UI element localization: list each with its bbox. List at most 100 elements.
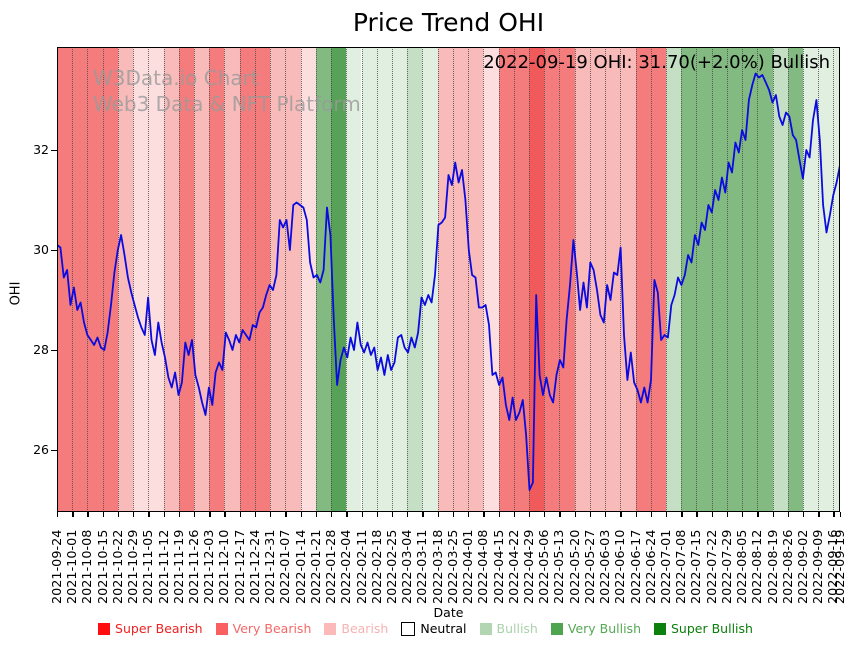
x-tick-mark (285, 512, 287, 517)
x-tick-mark (544, 512, 546, 517)
sentiment-band (87, 47, 103, 512)
x-tick-label: 2022-01-07 (278, 529, 294, 604)
x-tick-mark (315, 512, 318, 517)
watermark-line-1: W3Data.io Chart (93, 66, 259, 90)
plot-area: W3Data.io Chart Web3 Data & NFT Platform… (57, 47, 840, 512)
x-tick-mark (696, 512, 698, 517)
sentiment-band (803, 47, 819, 512)
x-tick-label: 2021-11-26 (187, 529, 203, 604)
x-tick-label: 2022-02-18 (369, 529, 385, 604)
weekly-gridline (666, 47, 667, 512)
x-tick-label: 2021-11-12 (156, 529, 172, 604)
x-tick-label: 2021-09-24 (50, 529, 65, 604)
sentiment-band (407, 47, 423, 512)
x-tick-label: 2021-11-05 (141, 529, 157, 604)
x-tick-label: 2022-08-26 (780, 529, 796, 604)
sentiment-band (102, 47, 118, 512)
sentiment-band (437, 47, 453, 512)
weekly-gridline (87, 47, 89, 512)
sentiment-band (711, 47, 727, 512)
sentiment-band (178, 47, 195, 512)
legend-swatch-icon (654, 622, 666, 635)
weekly-gridline (148, 47, 150, 512)
x-tick-mark (498, 512, 500, 517)
weekly-gridline (239, 47, 241, 512)
x-tick-mark (650, 512, 653, 517)
sentiment-band (163, 47, 179, 512)
legend-swatch-icon (401, 621, 416, 636)
x-tick-mark (437, 512, 439, 517)
x-tick-label: 2021-10-08 (80, 529, 96, 604)
weekly-gridline (513, 47, 515, 512)
x-tick-mark (833, 512, 835, 517)
sentiment-band (315, 47, 332, 512)
weekly-gridline (194, 47, 196, 512)
weekly-gridline (498, 47, 500, 512)
x-tick-mark (72, 512, 74, 517)
legend-item: Very Bearish (215, 621, 312, 636)
sentiment-legend: Super Bearish Very Bearish Bearish Neutral B… (0, 621, 851, 636)
x-tick-label: 2022-09-02 (796, 529, 812, 604)
x-tick-label: 2022-08-05 (735, 529, 751, 604)
legend-label: Very Bearish (232, 621, 312, 636)
sentiment-band (772, 47, 788, 512)
x-tick-mark (818, 512, 820, 517)
x-tick-mark (133, 512, 135, 517)
x-tick-label: 2022-02-11 (354, 529, 370, 604)
legend-swatch-icon (550, 622, 563, 635)
sentiment-band (254, 47, 271, 512)
weekly-gridline (772, 47, 774, 512)
sentiment-band (194, 47, 210, 512)
weekly-gridline (422, 47, 424, 512)
weekly-gridline (803, 47, 805, 512)
x-tick-label: 2022-04-29 (521, 529, 537, 604)
x-tick-label: 2022-04-01 (461, 529, 477, 604)
sentiment-band (757, 47, 773, 512)
weekly-gridline (757, 47, 759, 512)
x-tick-label: 2021-12-24 (247, 529, 263, 604)
weekly-gridline (452, 47, 454, 512)
weekly-gridline (72, 47, 74, 512)
legend-label: Super Bearish (115, 621, 203, 636)
legend-item: Bullish (479, 621, 538, 636)
y-tick-mark (51, 249, 57, 251)
legend-swatch-icon (324, 622, 337, 635)
sentiment-band (726, 47, 743, 512)
x-tick-mark (589, 512, 592, 517)
weekly-gridline (270, 47, 272, 512)
sentiment-band (270, 47, 286, 512)
x-tick-label: 2022-03-04 (400, 529, 416, 604)
sentiment-band (666, 47, 682, 512)
x-tick-label: 2022-05-20 (567, 529, 583, 604)
x-tick-mark (254, 512, 257, 517)
x-tick-mark (452, 512, 455, 517)
legend-item: Super Bullish (654, 621, 753, 636)
x-tick-mark (148, 512, 150, 517)
y-tick-label: 26 (33, 442, 49, 457)
weekly-gridline (376, 47, 378, 512)
weekly-gridline (315, 47, 317, 512)
x-tick-mark (224, 512, 226, 517)
x-tick-label: 2022-07-15 (689, 529, 705, 604)
weekly-gridline (650, 47, 652, 512)
x-tick-label: 2022-06-10 (613, 529, 629, 604)
x-tick-mark (635, 512, 637, 517)
weekly-gridline (742, 47, 744, 512)
x-tick-label: 2022-09-19 (833, 529, 848, 604)
x-tick-mark (163, 512, 165, 517)
x-tick-label: 2022-09-09 (811, 529, 827, 604)
sentiment-band (148, 47, 164, 512)
weekly-gridline (711, 47, 713, 512)
sentiment-band (452, 47, 469, 512)
weekly-gridline (696, 47, 698, 512)
sentiment-band (361, 47, 377, 512)
x-tick-label: 2021-12-17 (232, 529, 248, 604)
x-tick-label: 2022-08-19 (765, 529, 781, 604)
sentiment-band (513, 47, 529, 512)
weekly-gridline (818, 47, 820, 512)
y-tick-label: 28 (33, 342, 49, 357)
weekly-gridline (833, 47, 835, 512)
legend-label: Bullish (496, 621, 538, 636)
weekly-gridline (681, 47, 683, 512)
x-tick-mark (742, 512, 744, 517)
